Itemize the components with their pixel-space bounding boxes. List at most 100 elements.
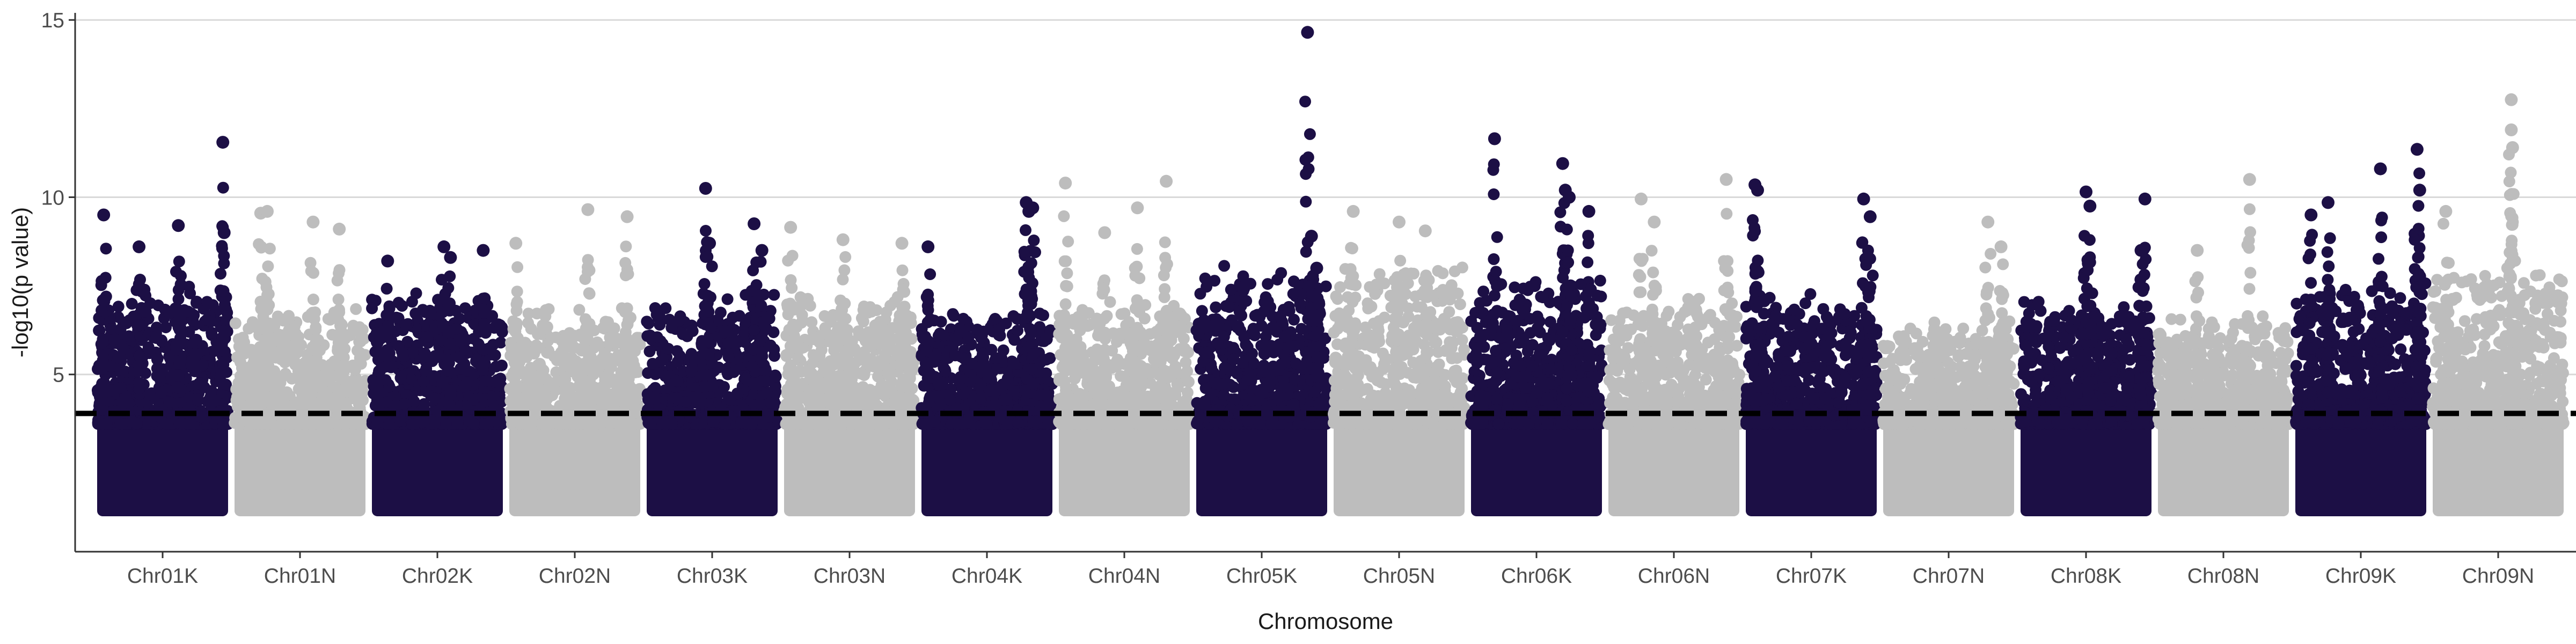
data-point (900, 418, 912, 430)
data-point (196, 359, 209, 371)
data-point (245, 376, 257, 388)
data-point (723, 393, 736, 406)
data-point (770, 370, 782, 383)
data-point (242, 364, 254, 376)
peak-point-Chr01N (306, 215, 320, 229)
data-point (534, 326, 546, 339)
data-point (418, 376, 430, 387)
data-point (619, 326, 632, 338)
data-point (719, 325, 731, 337)
data-point (755, 299, 767, 312)
data-point (126, 298, 138, 310)
data-point (539, 310, 552, 323)
data-point (98, 377, 111, 389)
data-point (217, 285, 230, 297)
data-point (584, 345, 596, 357)
data-point (509, 364, 521, 377)
peak-point-Chr01K (217, 226, 231, 239)
data-point (259, 276, 272, 288)
data-point (479, 292, 491, 304)
data-point (442, 354, 454, 366)
data-point (221, 314, 233, 326)
data-point (408, 395, 420, 407)
data-point (510, 298, 523, 310)
dense-points-Chr01N (235, 415, 365, 516)
data-point (896, 264, 909, 276)
data-point (153, 371, 166, 383)
data-point (584, 375, 596, 387)
data-point (598, 347, 611, 360)
data-point (97, 362, 108, 375)
data-point (291, 358, 304, 370)
data-point (349, 364, 361, 376)
data-point (768, 289, 780, 301)
data-point (233, 382, 246, 394)
data-point (624, 343, 636, 355)
data-point (495, 360, 508, 371)
data-point (335, 372, 348, 385)
data-point (582, 266, 594, 278)
dense-points-Chr03N (784, 415, 915, 516)
data-points (91, 26, 2570, 516)
data-point (443, 325, 455, 338)
data-point (444, 270, 456, 282)
data-point (659, 370, 671, 382)
data-point (380, 282, 393, 295)
data-point (285, 328, 297, 340)
data-point (170, 339, 182, 351)
data-point (291, 346, 304, 358)
data-point (701, 369, 713, 381)
data-point (262, 369, 274, 382)
data-point (217, 358, 230, 371)
data-point (568, 341, 580, 354)
data-point (459, 343, 471, 356)
dense-points-Chr02N (509, 415, 640, 516)
data-point (405, 373, 418, 385)
data-point (308, 418, 320, 430)
data-point (172, 382, 184, 394)
data-point (580, 323, 592, 335)
data-point (264, 243, 276, 255)
data-point (551, 375, 564, 387)
data-point (897, 373, 909, 385)
data-point (97, 333, 109, 346)
data-point (608, 374, 620, 386)
data-point (707, 416, 719, 428)
series-Chr04K (916, 196, 1058, 516)
data-point (478, 318, 491, 331)
data-point (128, 310, 140, 323)
data-point (305, 378, 317, 391)
peak-point-Chr01N (333, 222, 346, 236)
data-point (758, 375, 770, 387)
data-point (705, 380, 717, 392)
data-point (701, 290, 714, 302)
peak-point-Chr02K (477, 244, 490, 257)
peak-point-Chr01K (172, 219, 185, 232)
peak-point-Chr03N (895, 237, 909, 250)
series-Chr03K (641, 182, 782, 516)
data-point (622, 268, 634, 280)
data-point (721, 293, 734, 305)
data-point (356, 385, 369, 397)
peak-point-Chr02K (437, 240, 451, 253)
data-point (333, 306, 346, 318)
data-point (621, 302, 633, 314)
data-point (309, 306, 321, 318)
data-point (491, 376, 503, 388)
data-point (870, 304, 883, 316)
data-point (839, 313, 852, 325)
data-point (182, 418, 194, 430)
data-point (810, 418, 823, 430)
data-point (406, 418, 419, 430)
data-point (568, 414, 580, 427)
data-point (218, 324, 231, 336)
peak-point-Chr03K (755, 244, 769, 257)
data-point (332, 360, 345, 372)
data-point (897, 353, 910, 365)
data-point (561, 330, 573, 342)
data-point (134, 350, 146, 362)
data-point (383, 302, 396, 314)
peak-point-Chr03N (784, 221, 797, 234)
data-point (391, 400, 403, 412)
data-point (105, 323, 117, 335)
